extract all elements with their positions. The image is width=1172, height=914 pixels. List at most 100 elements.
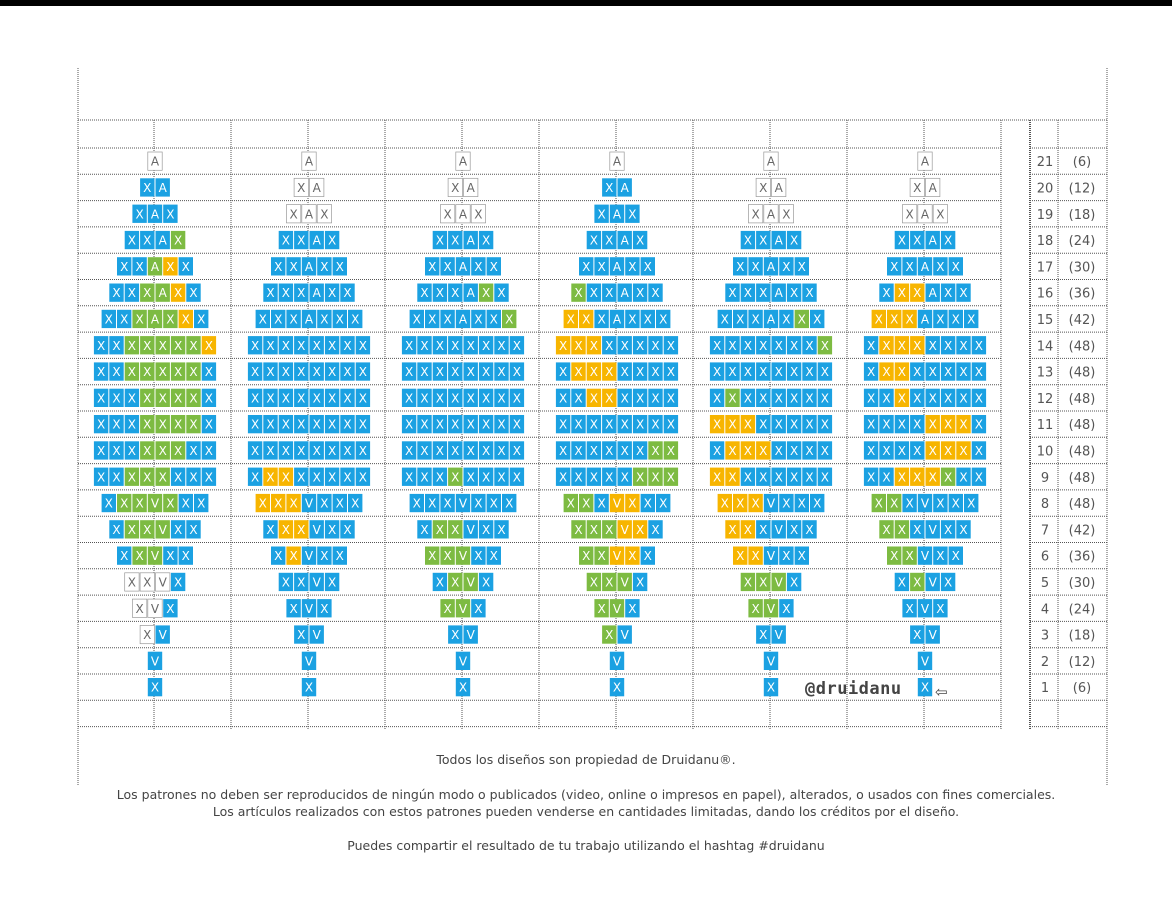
stitch-cell-fill xyxy=(286,257,301,276)
stitch-cell-fill xyxy=(147,309,163,329)
stitch-cell-fill xyxy=(709,441,725,460)
stitch-cell: X xyxy=(932,204,948,224)
stitch-symbol: X xyxy=(736,497,744,511)
stitch-cell-fill xyxy=(740,283,756,302)
stitch-cell: X xyxy=(555,441,571,460)
stitch-symbol: X xyxy=(605,181,613,195)
stitch-cell-fill xyxy=(471,493,486,513)
stitch-symbol: X xyxy=(936,260,944,274)
stitch-cell-fill xyxy=(617,388,632,407)
stitch-cell: X xyxy=(432,362,448,381)
stitch-cell-fill xyxy=(632,362,648,381)
stitch-cell: A xyxy=(617,230,632,250)
stitch-cell: X xyxy=(925,388,940,407)
stitch-cell: X xyxy=(602,362,617,381)
stitch-symbol: X xyxy=(297,234,305,248)
stitch-cell-fill xyxy=(294,520,309,539)
stitch-symbol: X xyxy=(975,470,983,484)
stitch-cell: X xyxy=(817,467,833,486)
stitch-cell: X xyxy=(170,283,186,302)
stitch-cell-fill xyxy=(632,283,648,302)
stitch-cell-fill xyxy=(432,572,448,592)
stitch-symbol: X xyxy=(289,549,297,563)
stitch-cell-fill xyxy=(733,493,748,513)
stitch-symbol: X xyxy=(728,391,736,405)
stitch-cell: X xyxy=(471,309,486,329)
stitch-cell: X xyxy=(625,493,640,513)
stitch-symbol: X xyxy=(359,470,367,484)
row-stitch-total: (48) xyxy=(1069,339,1096,354)
stitch-symbol: X xyxy=(182,549,190,563)
stitch-cell-fill xyxy=(555,388,571,407)
stitch-cell: X xyxy=(140,230,155,250)
stitch-symbol: X xyxy=(713,339,721,353)
stitch-symbol: X xyxy=(405,339,413,353)
stitch-symbol: X xyxy=(436,470,444,484)
stitch-cell: X xyxy=(355,415,371,434)
stitch-cell-fill xyxy=(463,388,478,407)
stitch-cell: X xyxy=(617,388,632,407)
stitch-cell: X xyxy=(571,415,586,434)
stitch-cell-fill xyxy=(940,441,956,460)
stitch-symbol: X xyxy=(944,286,952,300)
stitch-cell-fill xyxy=(109,415,124,434)
stitch-symbol: X xyxy=(813,497,821,511)
stitch-cell-fill xyxy=(278,388,294,407)
stitch-symbol: X xyxy=(605,286,613,300)
stitch-cell: A xyxy=(155,283,170,302)
stitch-cell: X xyxy=(779,309,794,329)
stitch-cell: X xyxy=(440,257,455,276)
stitch-cell: X xyxy=(879,467,894,486)
stitch-cell: X xyxy=(470,204,486,224)
stitch-symbol: X xyxy=(805,523,813,537)
stitch-symbol: V xyxy=(467,628,476,642)
stitch-symbol: X xyxy=(420,365,428,379)
stitch-symbol: X xyxy=(651,365,659,379)
stitch-symbol: X xyxy=(428,312,436,326)
stitch-cell-fill xyxy=(917,678,933,697)
stitch-cell: X xyxy=(170,362,186,381)
stitch-cell-fill xyxy=(278,283,294,302)
stitch-cell: X xyxy=(863,441,879,460)
stitch-symbol: X xyxy=(497,286,505,300)
stitch-cell-fill xyxy=(902,257,917,276)
stitch-cell: X xyxy=(940,572,956,592)
stitch-cell-fill xyxy=(401,441,417,460)
stitch-symbol: X xyxy=(559,470,567,484)
stitch-cell-fill xyxy=(948,257,963,276)
stitch-cell-fill xyxy=(478,572,494,592)
stitch-cell: X xyxy=(294,283,309,302)
stitch-cell: V xyxy=(609,493,625,513)
stitch-cell: X xyxy=(348,309,363,329)
stitch-symbol: X xyxy=(297,391,305,405)
stitch-symbol: A xyxy=(929,234,938,248)
stitch-cell: X xyxy=(940,362,956,381)
stitch-symbol: X xyxy=(736,549,744,563)
stitch-cell: X xyxy=(709,336,725,355)
stitch-cell-fill xyxy=(263,336,278,355)
stitch-symbol: X xyxy=(813,312,821,326)
stitch-symbol: X xyxy=(143,444,151,458)
stitch-cell-fill xyxy=(887,546,902,565)
stitch-symbol: A xyxy=(621,234,630,248)
stitch-cell: X xyxy=(109,283,124,302)
stitch-cell: X xyxy=(794,257,809,276)
stitch-cell: X xyxy=(925,362,940,381)
stitch-cell-fill xyxy=(432,467,448,486)
stitch-symbol: V xyxy=(305,549,314,563)
stitch-cell-fill xyxy=(409,493,424,513)
stitch-cell-fill xyxy=(602,625,617,644)
stitch-cell-fill xyxy=(910,520,925,539)
stitch-cell-fill xyxy=(617,178,632,197)
stitch-symbol: A xyxy=(921,155,930,169)
stitch-cell-fill xyxy=(124,441,140,460)
stitch-symbol: X xyxy=(798,312,806,326)
stitch-symbol: X xyxy=(112,365,120,379)
stitch-cell: X xyxy=(755,177,771,197)
row-stitch-total: (36) xyxy=(1069,287,1096,302)
stitch-cell-fill xyxy=(140,362,155,381)
row-stitch-total: (48) xyxy=(1069,497,1096,512)
stitch-cell: X xyxy=(132,598,148,618)
stitch-cell-fill xyxy=(448,520,463,539)
stitch-cell: X xyxy=(332,309,347,329)
